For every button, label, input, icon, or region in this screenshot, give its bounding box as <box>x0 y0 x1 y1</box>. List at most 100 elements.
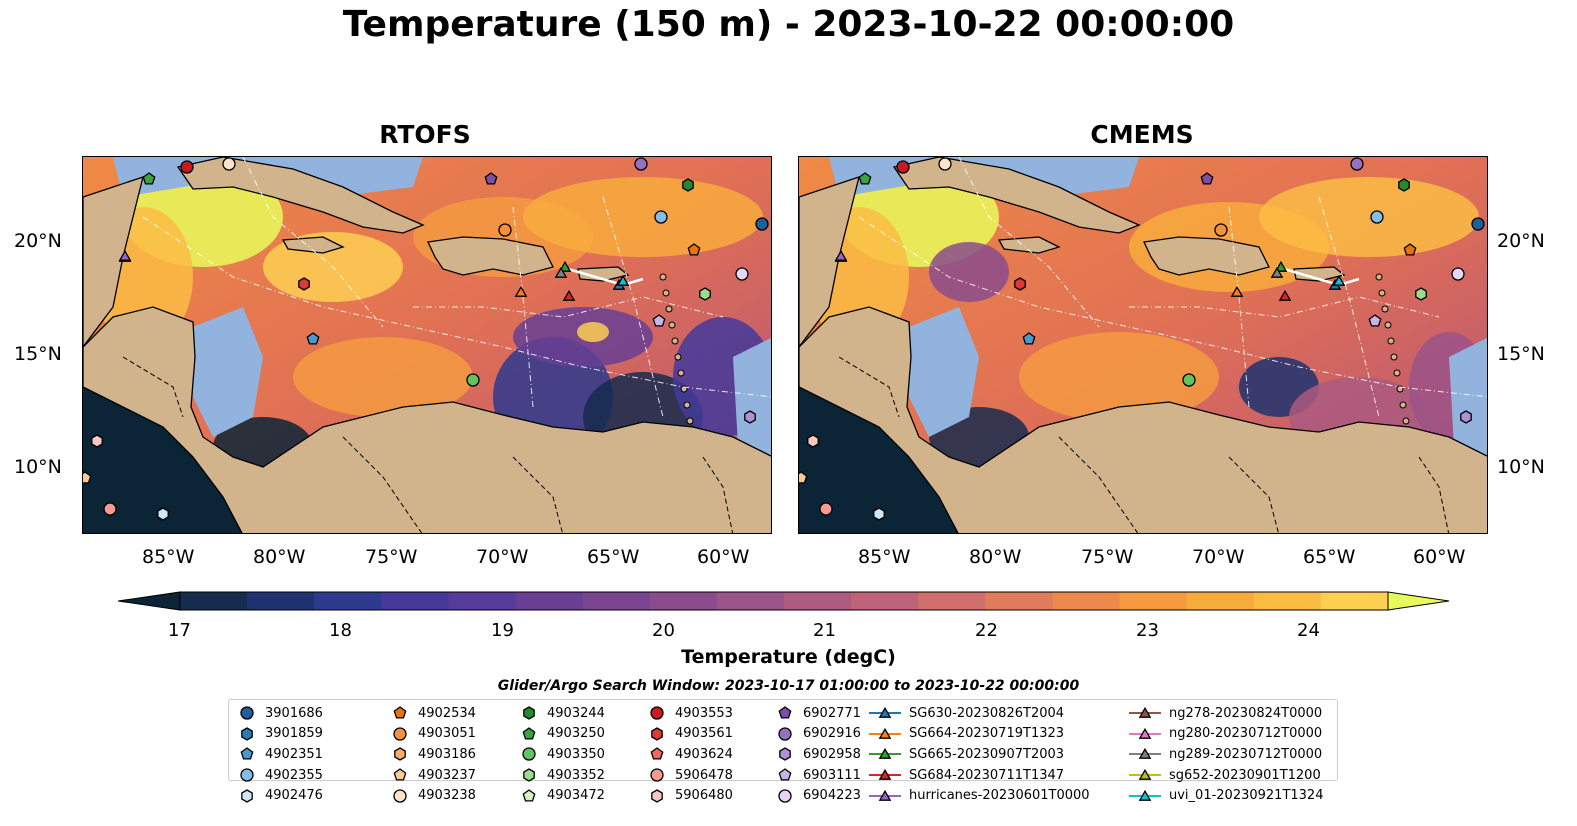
antilles-island <box>1390 353 1398 361</box>
legend-item: sg652-20230901T1200 <box>1129 765 1323 786</box>
platform-marker <box>755 217 769 231</box>
legend-label: 4903244 <box>547 705 605 721</box>
legend-marker-icon <box>393 768 407 781</box>
legend-label: ng280-20230712T0000 <box>1169 726 1323 742</box>
legend-marker-icon <box>522 747 536 762</box>
colorbar-swatch <box>784 592 852 610</box>
legend-item: 3901686 <box>237 703 323 724</box>
platform-marker <box>1278 289 1292 301</box>
legend-label: uvi_01-20230921T1324 <box>1169 788 1324 804</box>
platform-marker <box>1182 373 1196 387</box>
legend-column: 6902771 6902916 6902958 6903111 6904223 <box>775 703 861 806</box>
legend-marker <box>778 727 792 741</box>
legend-item: uvi_01-20230921T1324 <box>1129 785 1323 806</box>
legend-marker <box>650 768 664 782</box>
antilles-island <box>1378 289 1386 297</box>
figure-title: Temperature (150 m) - 2023-10-22 00:00:0… <box>342 4 1235 45</box>
legend-marker <box>778 789 792 803</box>
platform-marker <box>83 471 92 484</box>
eez-boundary <box>602 196 664 418</box>
country-border <box>1228 456 1279 533</box>
legend-label: ng278-20230824T0000 <box>1169 705 1323 721</box>
legend-label: 6903111 <box>803 767 861 783</box>
lat-tick-left-20: 20°N <box>14 230 62 252</box>
legend-label: 3901686 <box>265 705 323 721</box>
platform-marker <box>180 160 194 174</box>
panel-title-rtofs: RTOFS <box>379 120 471 149</box>
platform-marker <box>858 172 872 185</box>
legend-marker-icon <box>241 727 253 741</box>
legend-marker-icon <box>393 789 407 803</box>
pacific-ocean <box>83 387 242 533</box>
platform-marker <box>682 178 694 192</box>
legend-marker-icon <box>1129 768 1161 780</box>
legend-item: 4902476 <box>237 785 323 806</box>
hispaniola-land <box>427 236 554 276</box>
legend-label: 5906478 <box>675 767 733 783</box>
antilles-island <box>1381 305 1389 313</box>
map-rtofs <box>82 156 772 534</box>
legend-item: 4903624 <box>647 744 733 765</box>
legend-column: ng278-20230824T0000 ng280-20230712T0000 ng… <box>1129 703 1323 806</box>
map-cmems <box>798 156 1488 534</box>
platform-marker <box>1270 266 1284 278</box>
lon-tick-right-65: 65°W <box>1303 546 1356 568</box>
legend-marker-icon <box>869 768 901 780</box>
antilles-island <box>683 401 691 409</box>
lon-tick-left-65: 65°W <box>587 546 640 568</box>
platform-marker <box>1350 157 1364 171</box>
legend-marker <box>1138 748 1152 760</box>
legend-marker <box>393 789 407 803</box>
colorbar-swatch <box>1052 592 1121 610</box>
legend: 3901686 3901859 4902351 4902355 4902476 49025… <box>228 699 1338 803</box>
legend-marker <box>393 706 407 719</box>
legend-column: 4903244 4903250 4903350 4903352 4903472 <box>519 703 605 806</box>
legend-marker <box>393 727 407 741</box>
legend-item: 4903244 <box>519 703 605 724</box>
legend-item: SG665-20230907T2003 <box>869 744 1090 765</box>
temperature-eddy <box>293 337 473 417</box>
country-border <box>512 456 563 533</box>
legend-marker <box>650 706 664 720</box>
colorbar-swatch <box>1320 592 1389 610</box>
lat-tick-right-15: 15°N <box>1497 343 1545 365</box>
legend-marker-icon <box>523 768 535 782</box>
lon-tick-right-60: 60°W <box>1413 546 1466 568</box>
platform-marker <box>652 314 666 327</box>
legend-item: 4902351 <box>237 744 323 765</box>
eez-boundary <box>413 296 724 318</box>
legend-marker-icon <box>778 706 792 719</box>
legend-marker <box>523 706 535 721</box>
platform-marker <box>514 285 528 297</box>
map-graphic <box>799 157 1487 533</box>
platform-marker <box>1415 287 1427 301</box>
legend-label: 4903553 <box>675 705 733 721</box>
legend-label: 4903350 <box>547 746 605 762</box>
legend-marker-icon <box>240 747 254 761</box>
eez-boundary <box>1129 296 1440 318</box>
colorbar-swatch <box>918 592 986 610</box>
legend-item: 4903472 <box>519 785 605 806</box>
platform-marker <box>558 260 572 272</box>
legend-label: 4903352 <box>547 767 605 783</box>
legend-item: 4903553 <box>647 703 733 724</box>
legend-label: 4903624 <box>675 746 733 762</box>
platform-marker <box>222 157 236 171</box>
antilles-island <box>674 353 682 361</box>
colorbar-graphic <box>117 591 1450 611</box>
legend-marker <box>240 747 254 761</box>
country-border <box>342 436 423 533</box>
legend-title: Glider/Argo Search Window: 2023-10-17 01… <box>497 678 1080 694</box>
platform-marker <box>562 289 576 301</box>
temperature-eddy <box>929 242 1009 302</box>
legend-marker <box>1138 768 1152 780</box>
lon-tick-right-80: 80°W <box>969 546 1022 568</box>
legend-marker <box>1138 789 1152 801</box>
legend-label: 6902916 <box>803 726 861 742</box>
legend-marker-icon <box>651 788 663 803</box>
legend-marker-icon <box>869 707 901 719</box>
country-border <box>122 356 184 418</box>
colorbar-tick-17: 17 <box>168 620 191 641</box>
legend-marker-icon <box>523 706 535 721</box>
legend-marker-icon <box>869 789 901 801</box>
